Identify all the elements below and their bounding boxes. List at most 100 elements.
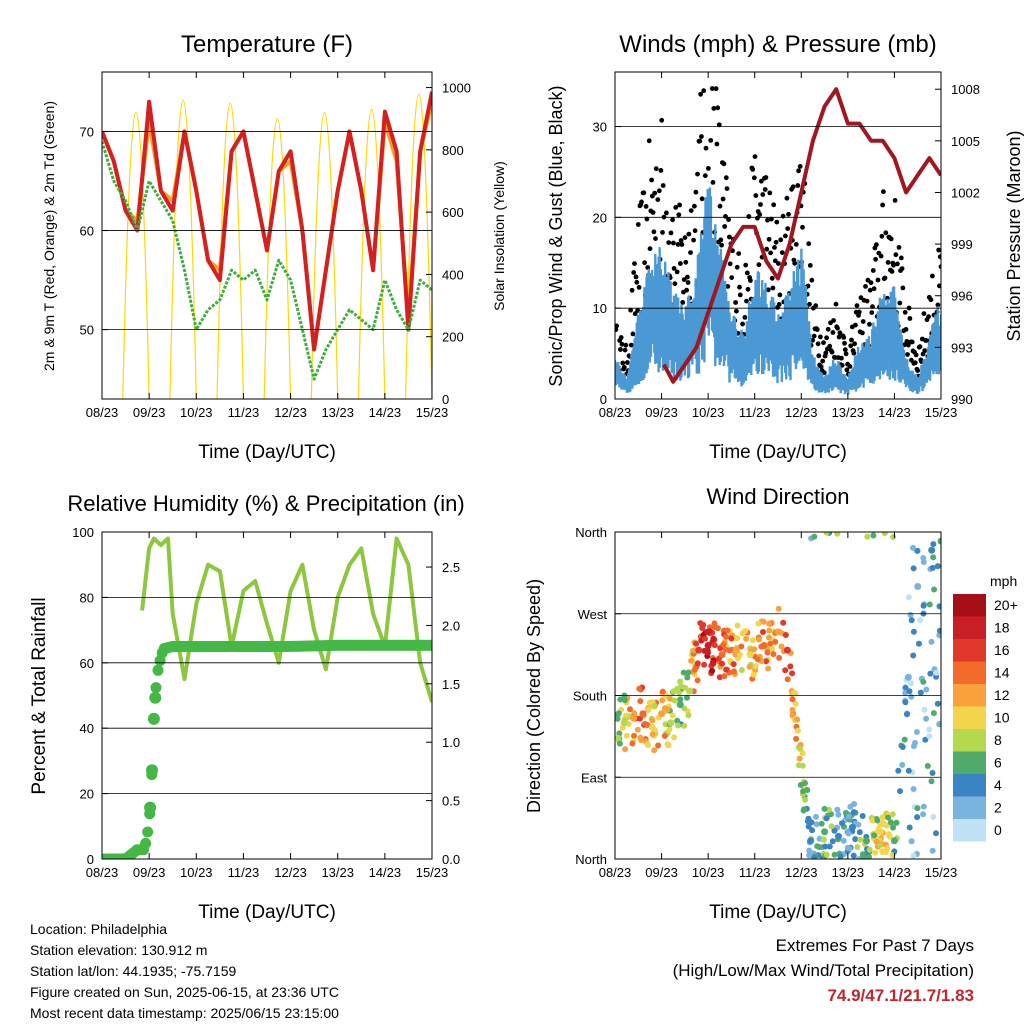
direction-point	[783, 646, 791, 654]
direction-point	[879, 814, 886, 821]
solar-insolation-line	[310, 111, 339, 399]
gust-point	[642, 260, 647, 266]
direction-point	[742, 628, 749, 634]
direction-point	[929, 847, 936, 854]
y-tick-label: 20	[80, 787, 94, 802]
x-tick-label: 12/23	[274, 865, 307, 880]
gust-point	[907, 316, 913, 321]
direction-point	[691, 666, 698, 673]
y2-tick-label: 0.5	[442, 794, 460, 809]
direction-point	[711, 642, 718, 649]
gust-point	[633, 274, 639, 280]
direction-point	[869, 817, 876, 824]
gust-point	[723, 175, 729, 181]
solar-insolation-line	[357, 108, 386, 399]
gust-point	[756, 262, 762, 268]
precip-point	[140, 837, 152, 849]
gust-point	[676, 212, 682, 218]
gust-point	[883, 230, 889, 236]
direction-point	[782, 632, 789, 638]
gust-point	[881, 189, 886, 195]
direction-point	[902, 684, 909, 691]
direction-point	[764, 649, 771, 656]
direction-point	[734, 622, 741, 629]
gust-point	[937, 283, 941, 289]
direction-point	[704, 629, 711, 635]
direction-point	[866, 854, 872, 859]
gust-point	[713, 86, 719, 92]
direction-point	[908, 617, 915, 624]
direction-point	[850, 852, 857, 859]
y2-tick-label: 996	[951, 289, 973, 304]
direction-point	[780, 619, 787, 626]
x-tick-label: 09/23	[645, 865, 678, 880]
direction-point	[716, 674, 723, 681]
gust-point	[752, 154, 758, 160]
direction-point	[831, 851, 838, 858]
direction-point	[671, 734, 678, 741]
gust-point	[841, 335, 847, 340]
gust-point	[659, 117, 665, 123]
direction-point	[789, 670, 796, 677]
legend-label: 8	[994, 732, 1002, 748]
x-tick-label: 11/23	[739, 865, 771, 880]
precip-point	[426, 639, 432, 651]
gust-point	[703, 145, 709, 151]
extremes-box: Extremes For Past 7 Days (High/Low/Max W…	[673, 933, 974, 1008]
direction-panel: Wind Direction NorthEastSouthWestNorth08…	[524, 484, 1018, 923]
direction-point	[684, 674, 691, 681]
direction-point	[746, 663, 753, 670]
gust-point	[818, 334, 823, 340]
gust-point	[913, 352, 919, 358]
gust-point	[625, 360, 630, 365]
gust-point	[671, 240, 676, 246]
gust-point	[912, 360, 918, 366]
direction-point	[829, 838, 836, 845]
speed-legend: mph 20+ 18 16 14 12 10 8 6 4 2 0	[953, 573, 1018, 842]
legend-swatch	[953, 616, 986, 639]
direction-point	[684, 694, 690, 701]
direction-point	[650, 703, 657, 710]
direction-point	[859, 813, 866, 819]
legend-swatch	[953, 729, 986, 752]
legend-label: 2	[994, 800, 1002, 816]
direction-point	[661, 733, 668, 739]
x-tick-label: 11/23	[228, 405, 260, 420]
gust-point	[706, 166, 711, 171]
direction-point	[760, 629, 766, 635]
direction-point	[823, 532, 830, 536]
direction-point	[736, 651, 743, 658]
gust-point	[680, 300, 686, 305]
gust-point	[615, 323, 619, 329]
direction-point	[769, 645, 776, 652]
x-tick-label: 13/23	[321, 865, 354, 880]
gust-point	[839, 362, 845, 368]
direction-point	[789, 706, 796, 713]
precip-point	[152, 664, 164, 676]
legend-swatch	[953, 706, 986, 729]
gust-point	[750, 167, 756, 172]
y-tick-label: 40	[80, 721, 94, 736]
direction-point	[828, 823, 835, 830]
solar-insolation-line	[169, 99, 197, 399]
gust-point	[776, 261, 781, 266]
y-tick-label: 0	[87, 852, 94, 867]
direction-point	[929, 770, 936, 776]
direction-point	[704, 642, 712, 649]
direction-point	[630, 714, 638, 722]
gust-point	[688, 208, 694, 214]
gust-point	[691, 237, 696, 243]
temperature-title: Temperature (F)	[181, 31, 353, 58]
gust-point	[903, 327, 909, 332]
gust-point	[937, 254, 941, 260]
gust-point	[753, 193, 759, 198]
direction-point	[920, 678, 927, 685]
direction-point	[936, 627, 941, 634]
humidity-ylabel-left: Percent & Total Rainfall	[29, 597, 50, 794]
direction-point	[917, 617, 924, 623]
gust-point	[774, 219, 780, 225]
direction-point	[793, 735, 800, 742]
gust-point	[751, 175, 757, 181]
direction-point	[677, 678, 684, 685]
gust-point	[760, 192, 766, 197]
